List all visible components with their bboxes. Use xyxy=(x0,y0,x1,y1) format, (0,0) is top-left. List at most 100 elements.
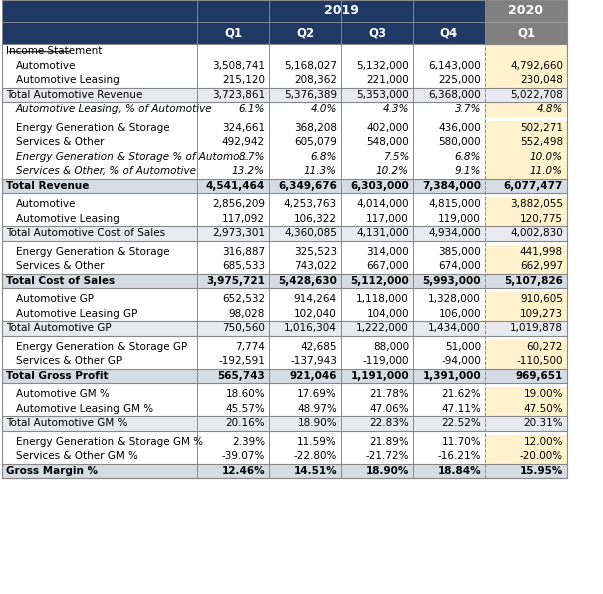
Text: 22.52%: 22.52% xyxy=(441,418,481,428)
Bar xyxy=(485,87,567,102)
Bar xyxy=(197,211,269,226)
Text: 208,362: 208,362 xyxy=(294,75,337,86)
Text: 18.90%: 18.90% xyxy=(297,418,337,428)
Bar xyxy=(2,416,197,431)
Bar xyxy=(413,44,485,58)
Text: 1,019,878: 1,019,878 xyxy=(510,323,563,333)
Text: 109,273: 109,273 xyxy=(520,309,563,319)
Text: 13.2%: 13.2% xyxy=(232,166,265,176)
Text: 4,815,000: 4,815,000 xyxy=(428,199,481,209)
Bar xyxy=(413,164,485,179)
Text: Total Automotive Revenue: Total Automotive Revenue xyxy=(6,90,142,100)
Bar xyxy=(413,354,485,368)
Bar xyxy=(413,402,485,416)
Text: 117,000: 117,000 xyxy=(366,214,409,224)
Bar xyxy=(2,22,197,44)
Bar xyxy=(2,402,197,416)
Text: 921,046: 921,046 xyxy=(289,371,337,381)
Bar xyxy=(413,73,485,87)
Bar xyxy=(2,463,197,478)
Text: 117,092: 117,092 xyxy=(222,214,265,224)
Text: 47.11%: 47.11% xyxy=(441,404,481,414)
Bar xyxy=(269,402,341,416)
Bar xyxy=(2,226,197,241)
Bar xyxy=(269,273,341,288)
Text: 548,000: 548,000 xyxy=(366,137,409,147)
Bar xyxy=(341,416,413,431)
Text: 914,264: 914,264 xyxy=(294,294,337,304)
Bar xyxy=(341,58,413,73)
Bar xyxy=(197,22,269,44)
Bar xyxy=(269,434,341,449)
Bar xyxy=(341,402,413,416)
Bar xyxy=(341,164,413,179)
Bar xyxy=(269,135,341,150)
Bar xyxy=(413,463,485,478)
Bar xyxy=(269,87,341,102)
Text: 385,000: 385,000 xyxy=(438,247,481,257)
Text: 21.78%: 21.78% xyxy=(369,389,409,399)
Text: 120,775: 120,775 xyxy=(520,214,563,224)
Text: 18.90%: 18.90% xyxy=(365,466,409,476)
Bar xyxy=(485,0,567,22)
Text: 3.7%: 3.7% xyxy=(455,105,481,114)
Bar xyxy=(269,416,341,431)
Bar xyxy=(341,179,413,193)
Text: 11.70%: 11.70% xyxy=(441,437,481,447)
Bar xyxy=(341,150,413,164)
Bar xyxy=(269,179,341,193)
Text: 314,000: 314,000 xyxy=(366,247,409,257)
Bar xyxy=(2,211,197,226)
Bar xyxy=(413,434,485,449)
Bar xyxy=(485,368,567,383)
Bar xyxy=(2,58,197,73)
Bar xyxy=(341,259,413,273)
Bar xyxy=(2,197,197,211)
Text: 5,022,708: 5,022,708 xyxy=(510,90,563,100)
Text: 5,168,027: 5,168,027 xyxy=(284,61,337,71)
Bar xyxy=(485,245,567,259)
Bar xyxy=(341,307,413,321)
Bar xyxy=(197,87,269,102)
Bar xyxy=(269,449,341,463)
Text: Total Cost of Sales: Total Cost of Sales xyxy=(6,276,115,286)
Bar xyxy=(485,197,567,211)
Text: 60,272: 60,272 xyxy=(526,342,563,352)
Bar xyxy=(197,387,269,402)
Text: 565,743: 565,743 xyxy=(217,371,265,381)
Text: Energy Generation & Storage: Energy Generation & Storage xyxy=(16,247,169,257)
Text: 4,360,085: 4,360,085 xyxy=(284,228,337,238)
Text: 15.95%: 15.95% xyxy=(520,466,563,476)
Text: 3,882,055: 3,882,055 xyxy=(510,199,563,209)
Bar xyxy=(485,226,567,241)
Bar xyxy=(269,197,341,211)
Text: -39.07%: -39.07% xyxy=(222,451,265,462)
Text: Automotive Leasing: Automotive Leasing xyxy=(16,214,120,224)
Text: 1,016,304: 1,016,304 xyxy=(284,323,337,333)
Bar xyxy=(197,58,269,73)
Text: Total Automotive Cost of Sales: Total Automotive Cost of Sales xyxy=(6,228,165,238)
Bar xyxy=(269,73,341,87)
Bar xyxy=(2,164,197,179)
Text: 9.1%: 9.1% xyxy=(455,166,481,176)
Bar xyxy=(197,164,269,179)
Text: 5,428,630: 5,428,630 xyxy=(278,276,337,286)
Text: 6.8%: 6.8% xyxy=(311,151,337,162)
Bar xyxy=(485,273,567,288)
Bar xyxy=(413,22,485,44)
Bar xyxy=(197,121,269,135)
Bar xyxy=(485,73,567,87)
Text: 102,040: 102,040 xyxy=(294,309,337,319)
Bar xyxy=(2,434,197,449)
Bar xyxy=(197,449,269,463)
Text: 2019: 2019 xyxy=(324,5,358,17)
Bar xyxy=(269,340,341,354)
Bar xyxy=(413,321,485,336)
Bar xyxy=(2,102,197,116)
Bar xyxy=(2,135,197,150)
Text: 18.60%: 18.60% xyxy=(226,389,265,399)
Bar xyxy=(341,292,413,307)
Text: 402,000: 402,000 xyxy=(367,123,409,132)
Text: Services & Other GP: Services & Other GP xyxy=(16,356,122,366)
Bar xyxy=(413,340,485,354)
